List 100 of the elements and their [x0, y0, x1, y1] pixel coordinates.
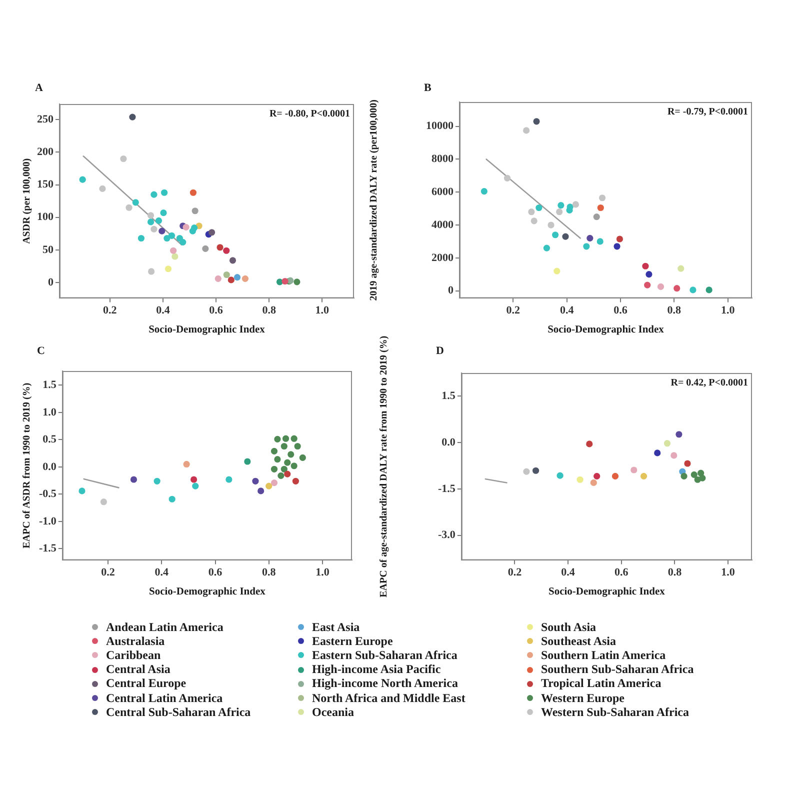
- point: [280, 466, 288, 472]
- point: [274, 456, 281, 463]
- y-tick-label: 10000: [426, 120, 454, 132]
- point: [258, 488, 264, 494]
- point: [223, 271, 230, 278]
- point: [234, 274, 241, 281]
- y-tick-label: 0: [48, 276, 54, 288]
- point: [161, 189, 168, 196]
- point: [644, 282, 651, 288]
- point: [164, 234, 170, 242]
- point: [208, 229, 216, 236]
- y-tick-label: 250: [37, 113, 54, 126]
- point: [282, 435, 290, 442]
- y-axis-title: ASDR (per 100,000): [22, 158, 33, 244]
- point: [699, 474, 706, 482]
- point: [132, 199, 139, 206]
- x-tick-label: 0.2: [506, 304, 521, 317]
- legend-label: Southern Sub-Saharan Africa: [541, 662, 694, 678]
- x-tick-label: 0.4: [154, 566, 169, 579]
- point: [284, 470, 291, 478]
- legend-label: Oceania: [312, 704, 354, 720]
- point: [284, 459, 291, 466]
- annotation: R= -0.80, P<0.0001: [269, 108, 350, 120]
- point: [99, 185, 106, 192]
- point: [690, 471, 698, 478]
- point: [270, 479, 278, 486]
- y-tick-label: 1.5: [42, 379, 57, 392]
- point: [528, 208, 535, 216]
- point: [597, 204, 604, 212]
- point: [158, 228, 166, 234]
- y-axis-title: 2019 age-standardized DALY rate (per100,000): [368, 100, 380, 301]
- x-tick-label: 0.6: [614, 304, 628, 317]
- point: [676, 431, 682, 438]
- point: [552, 232, 559, 238]
- legend-label: Caribbean: [106, 648, 161, 663]
- point: [586, 440, 593, 448]
- y-tick-label: 100: [37, 211, 54, 224]
- point: [576, 476, 584, 483]
- point: [226, 476, 232, 483]
- point: [294, 442, 301, 450]
- x-tick-label: 0.2: [103, 304, 118, 317]
- x-tick-label: 0.4: [156, 304, 170, 317]
- chart-title: A: [35, 82, 43, 94]
- point: [170, 247, 177, 254]
- x-tick-label: 1.0: [316, 566, 330, 579]
- legend-label: North Africa and Middle East: [312, 690, 466, 706]
- point: [533, 118, 540, 125]
- point: [480, 188, 488, 195]
- y-tick-label: 0.0: [42, 460, 57, 473]
- point: [594, 472, 600, 480]
- point: [657, 283, 664, 290]
- point: [630, 466, 638, 474]
- legend-label: South Asia: [541, 620, 596, 635]
- y-tick-label: 0.5: [42, 434, 57, 446]
- legend-label: Eastern Europe: [312, 634, 393, 649]
- x-axis-title: Socio-Demographic Index: [148, 324, 266, 336]
- legend-label: Tropical Latin America: [541, 676, 662, 692]
- point: [280, 442, 288, 450]
- y-tick-label: -1.5: [38, 542, 57, 555]
- y-tick-label: 200: [37, 146, 54, 158]
- legend-label: Andean Latin America: [106, 620, 224, 635]
- x-tick-label: 0.8: [262, 566, 276, 579]
- point: [590, 479, 597, 486]
- point: [78, 488, 86, 494]
- legend-label: Central Latin America: [106, 690, 223, 706]
- y-tick-label: -3.0: [438, 529, 456, 542]
- point: [543, 244, 550, 252]
- point: [548, 222, 554, 228]
- point: [642, 262, 649, 270]
- point: [126, 204, 132, 211]
- point: [640, 472, 648, 480]
- point: [183, 460, 190, 468]
- point: [150, 191, 158, 198]
- point: [160, 210, 167, 216]
- point: [616, 236, 624, 242]
- point: [155, 217, 162, 224]
- point: [182, 224, 190, 230]
- point: [168, 232, 176, 239]
- point: [252, 478, 259, 484]
- x-tick-label: 1.0: [720, 304, 736, 317]
- point: [270, 448, 278, 454]
- point: [536, 204, 542, 212]
- point: [612, 472, 619, 480]
- x-tick-label: 0.8: [667, 304, 682, 317]
- point: [654, 450, 661, 456]
- point: [278, 472, 284, 479]
- y-tick-label: -0.5: [38, 488, 57, 500]
- point: [130, 476, 138, 483]
- point: [192, 482, 199, 490]
- point: [583, 243, 590, 250]
- legend-label: High-income Asia Pacific: [312, 662, 441, 678]
- annotation: R= 0.42, P<0.0001: [670, 378, 748, 389]
- y-tick-label: 0.0: [442, 436, 456, 448]
- point: [223, 247, 230, 254]
- point: [244, 458, 251, 465]
- point: [180, 238, 186, 246]
- point: [274, 436, 281, 442]
- point: [292, 478, 299, 484]
- x-axis-title: Socio-Demographic Index: [548, 324, 665, 336]
- x-tick-label: 0.8: [262, 304, 276, 317]
